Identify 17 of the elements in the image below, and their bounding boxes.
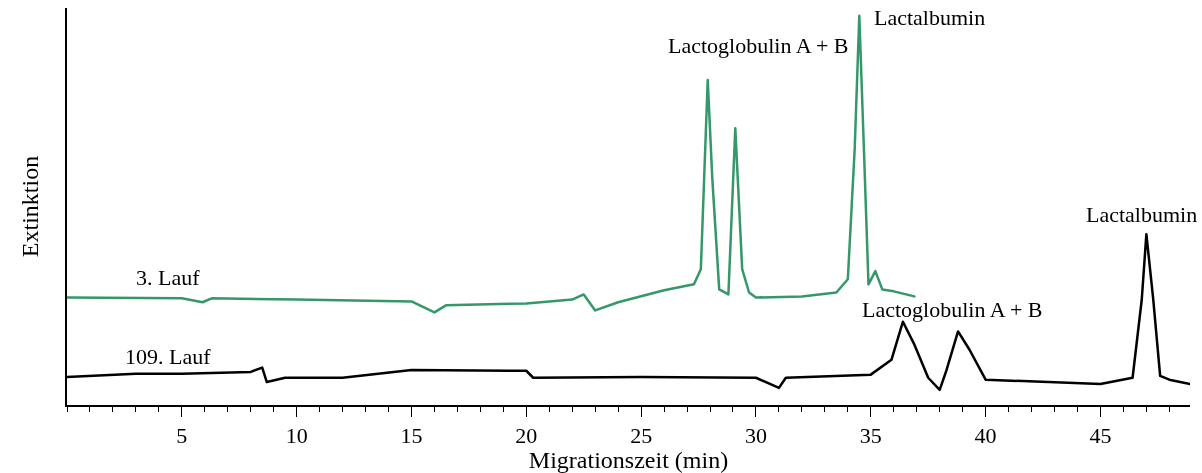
x-tick-label: 40	[974, 423, 997, 449]
annotation: Lactalbumin	[1086, 202, 1198, 227]
x-tick-label: 45	[1089, 423, 1112, 449]
y-axis-title: Extinktion	[16, 155, 43, 258]
x-tick-label: 5	[176, 423, 188, 449]
series-label: 3. Lauf	[136, 265, 201, 290]
x-tick-label: 20	[515, 423, 538, 449]
x-tick-label: 35	[859, 423, 882, 449]
annotation: Lactoglobulin A + B	[862, 297, 1043, 322]
x-tick-label: 25	[630, 423, 653, 449]
x-tick-label: 30	[744, 423, 767, 449]
annotation: Lactalbumin	[874, 5, 986, 30]
annotation: Lactoglobulin A + B	[668, 33, 849, 58]
x-tick-label: 15	[400, 423, 423, 449]
x-axis-title: Migrationszeit (min)	[528, 447, 729, 473]
series-label: 109. Lauf	[125, 344, 212, 369]
x-tick-label: 10	[285, 423, 308, 449]
